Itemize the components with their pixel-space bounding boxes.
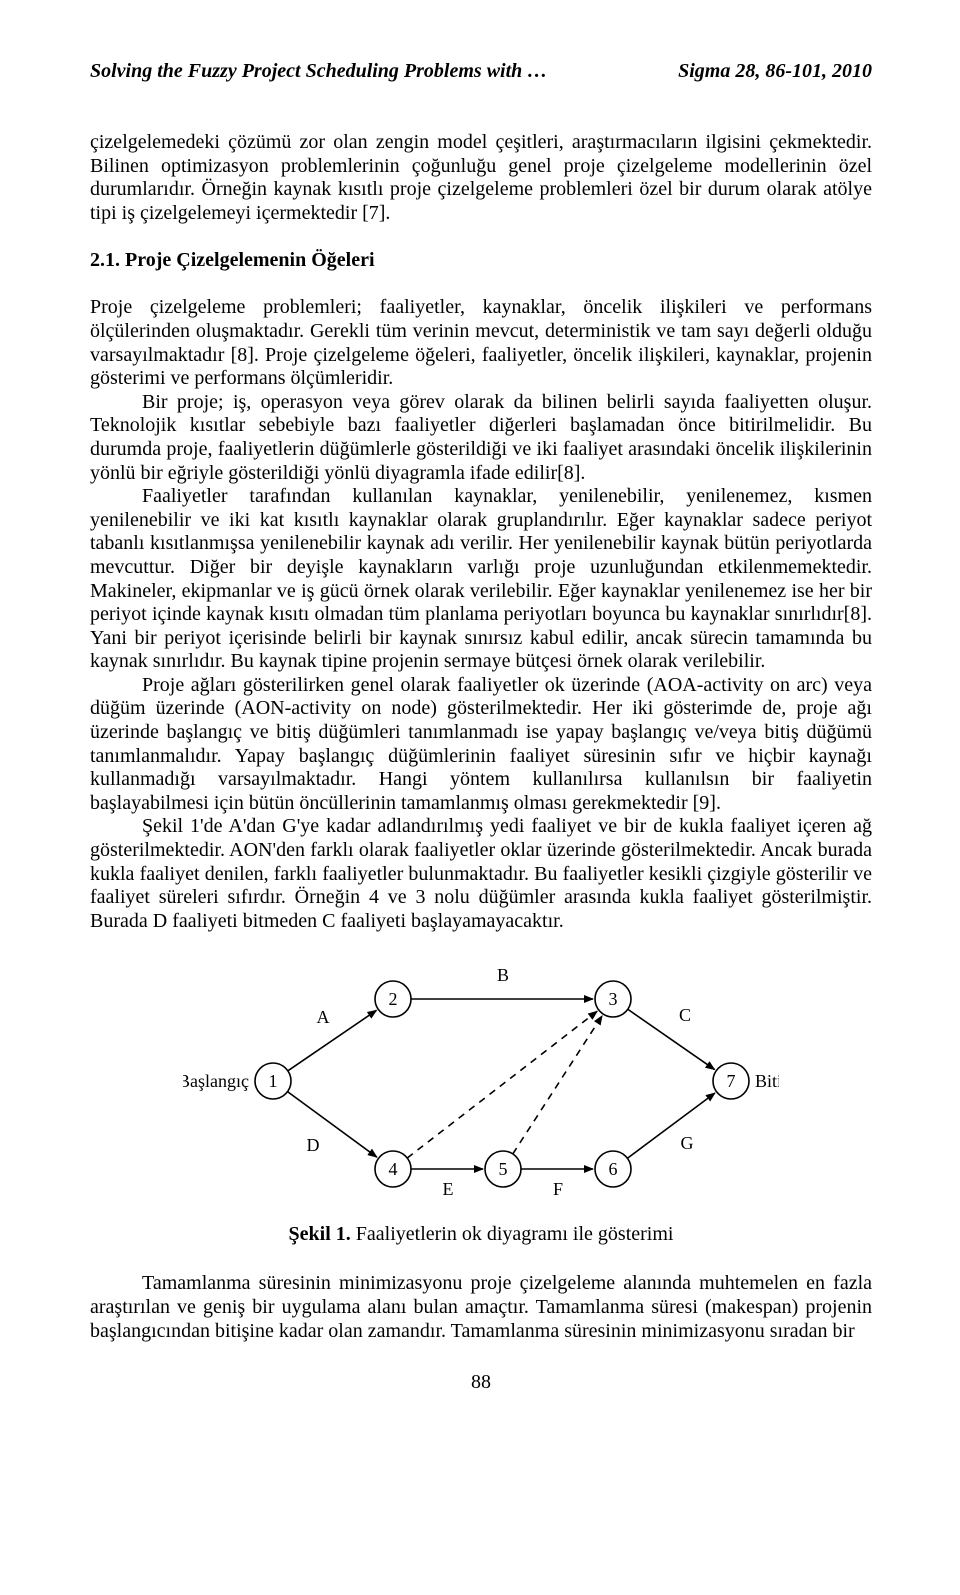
node-label: 6 [609, 1159, 618, 1179]
node-label: 3 [609, 989, 618, 1009]
edge [288, 1092, 377, 1158]
intro-paragraph: çizelgelemedeki çözümü zor olan zengin m… [90, 131, 872, 225]
running-title-right: Sigma 28, 86-101, 2010 [678, 60, 872, 83]
network-diagram: A B C D E F G 1 Başlangıç 2 3 4 5 6 7 Bitiş [183, 951, 779, 1211]
edge-label: E [443, 1179, 454, 1199]
node-label: 4 [389, 1159, 398, 1179]
body-p2: Bir proje; iş, operasyon veya görev olar… [90, 391, 872, 485]
node-label: 1 [269, 1071, 278, 1091]
running-header: Solving the Fuzzy Project Scheduling Pro… [90, 60, 872, 83]
body-p1: Proje çizelgeleme problemleri; faaliyetl… [90, 296, 872, 390]
edge-label: C [679, 1005, 691, 1025]
page-number: 88 [90, 1371, 872, 1394]
body-p3: Faaliyetler tarafından kullanılan kaynak… [90, 485, 872, 674]
body-p5: Şekil 1'de A'dan G'ye kadar adlandırılmı… [90, 815, 872, 933]
figure-1: A B C D E F G 1 Başlangıç 2 3 4 5 6 7 Bitiş [90, 951, 872, 1211]
caption-text: Faaliyetlerin ok diyagramı ile gösterimi [351, 1223, 674, 1245]
edge-label: A [317, 1007, 330, 1027]
node-label: 7 [727, 1071, 736, 1091]
node-label: 2 [389, 989, 398, 1009]
node-external-label: Bitiş [755, 1071, 779, 1091]
edge-label: G [681, 1133, 694, 1153]
node-label: 5 [499, 1159, 508, 1179]
edge [288, 1011, 377, 1072]
body-p4: Proje ağları gösterilirken genel olarak … [90, 674, 872, 816]
edge [407, 1012, 597, 1159]
section-heading: 2.1. Proje Çizelgelemenin Öğeleri [90, 249, 872, 272]
caption-label: Şekil 1. [289, 1223, 351, 1245]
body-text: Proje çizelgeleme problemleri; faaliyetl… [90, 296, 872, 933]
edge [627, 1093, 715, 1158]
running-title-left: Solving the Fuzzy Project Scheduling Pro… [90, 60, 547, 83]
closing-paragraph: Tamamlanma süresinin minimizasyonu proje… [90, 1272, 872, 1343]
edge-label: F [553, 1179, 563, 1199]
edge [513, 1016, 602, 1154]
edge-label: D [307, 1135, 320, 1155]
figure-1-caption: Şekil 1. Faaliyetlerin ok diyagramı ile … [90, 1223, 872, 1246]
edge-label: B [497, 965, 509, 985]
edge [628, 1010, 715, 1070]
node-external-label: Başlangıç [183, 1071, 249, 1091]
